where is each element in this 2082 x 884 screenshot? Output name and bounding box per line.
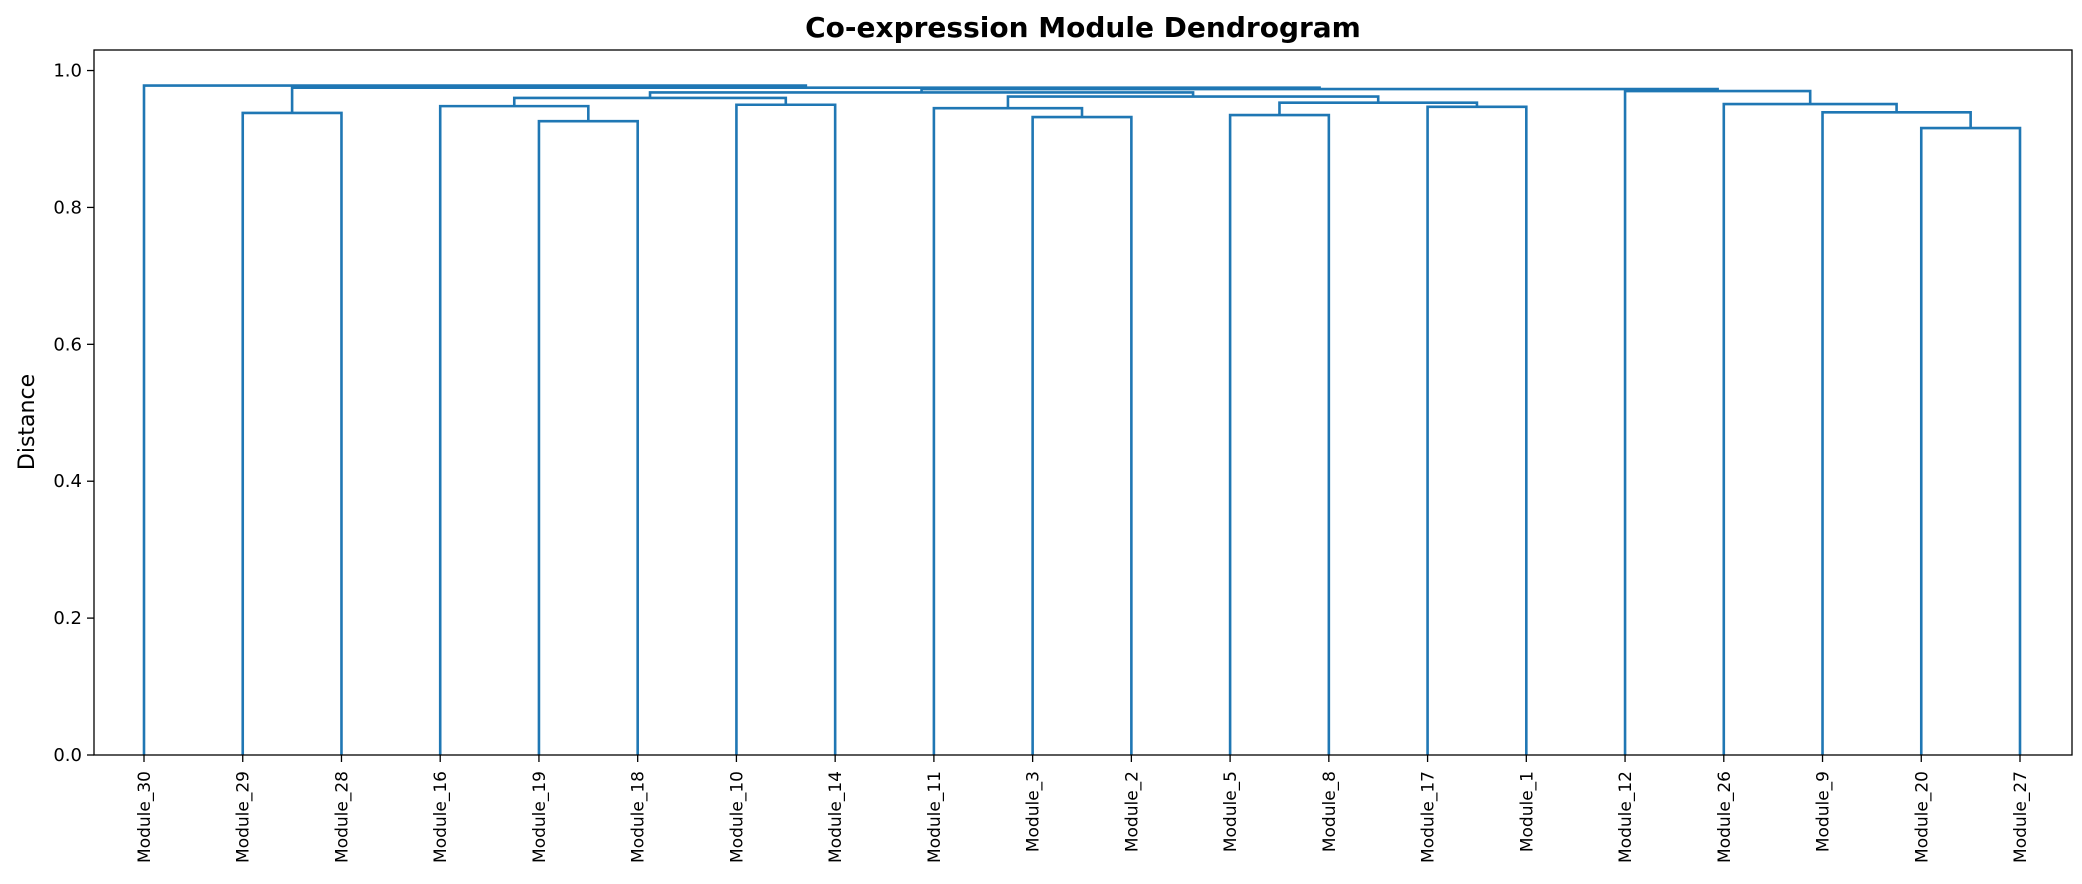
dendrogram-link (648, 91, 1195, 98)
y-tick-label: 1.0 (53, 61, 82, 82)
dendrogram-link (1031, 115, 1133, 755)
dendrogram-link (932, 106, 1084, 755)
leaf-label: Module_17 (1419, 771, 1439, 863)
leaf-label: Module_5 (1221, 771, 1241, 852)
y-tick-label: 0.2 (53, 608, 82, 629)
y-tick-label: 0.0 (53, 745, 82, 766)
leaf-label: Module_26 (1715, 771, 1735, 863)
leaf-label: Module_18 (629, 771, 649, 863)
dendrogram-link (1228, 113, 1331, 755)
leaf-label: Module_10 (727, 771, 747, 863)
leaf-label: Module_9 (1814, 771, 1834, 852)
dendrogram-link (1623, 89, 1812, 755)
leaf-labels: Module_30 Module_29 Module_28 Module_16 Modu… (135, 755, 2031, 863)
leaf-label: Module_19 (530, 771, 550, 863)
leaf-label: Module_12 (1616, 771, 1636, 863)
leaf-label: Module_27 (2011, 771, 2031, 863)
dendrogram-link (537, 119, 639, 755)
dendrogram-link (1722, 102, 1898, 755)
dendrogram-link (1006, 95, 1380, 109)
y-tick-label: 0.6 (53, 334, 82, 355)
y-tick-label: 0.4 (53, 471, 82, 492)
leaf-label: Module_8 (1320, 771, 1340, 852)
dendrogram-link (1426, 105, 1528, 755)
dendrogram-link (438, 104, 590, 755)
leaf-label: Module_1 (1517, 771, 1537, 852)
leaf-label: Module_29 (234, 771, 254, 863)
y-axis-label: Distance (15, 374, 40, 470)
dendrogram-link (241, 111, 343, 755)
dendrogram-link (735, 103, 837, 755)
chart-title: Co-expression Module Dendrogram (805, 11, 1361, 44)
dendrogram-link (1278, 101, 1479, 116)
leaf-label: Module_30 (135, 771, 155, 863)
leaf-label: Module_20 (1912, 771, 1932, 863)
dendrogram-link (1821, 110, 1972, 755)
dendrogram-link (142, 84, 808, 755)
y-axis: 0.0 0.2 0.4 0.6 0.8 1.0 (53, 61, 94, 766)
leaf-label: Module_11 (925, 771, 945, 863)
leaf-label: Module_16 (431, 771, 451, 863)
leaf-label: Module_2 (1122, 771, 1142, 852)
dendrogram-link (1919, 126, 2022, 755)
dendrogram-links (142, 84, 2022, 755)
y-tick-label: 0.8 (53, 197, 82, 218)
plot-frame (93, 49, 2073, 756)
dendrogram-link (920, 87, 1719, 93)
leaf-label: Module_28 (332, 771, 352, 863)
leaf-label: Module_3 (1024, 771, 1044, 852)
leaf-label: Module_14 (826, 771, 846, 863)
